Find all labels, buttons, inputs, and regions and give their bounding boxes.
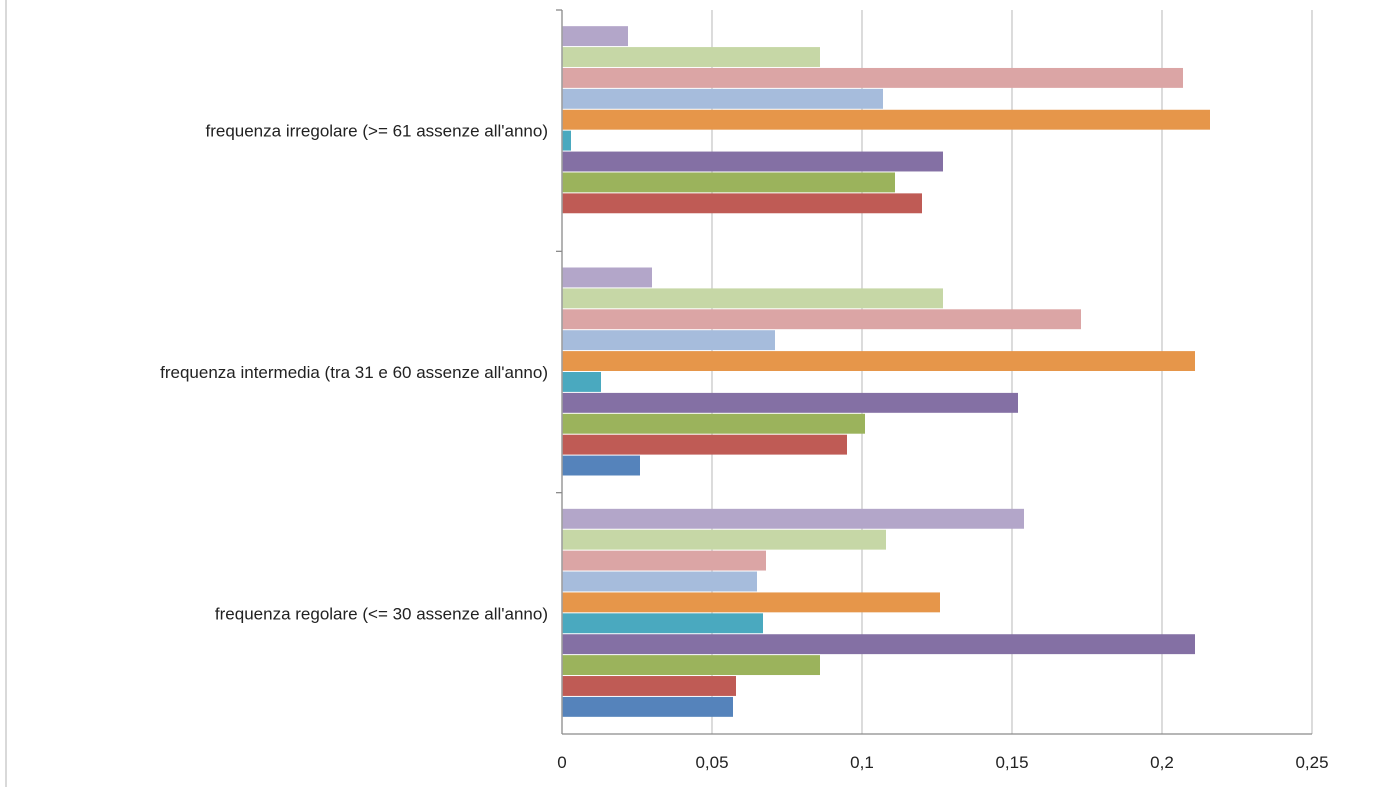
bar [562,67,1183,88]
bars [562,26,1210,717]
bar [562,696,733,717]
bar [562,47,820,67]
category-labels: frequenza irregolare (>= 61 assenze all'… [160,122,548,624]
x-tick-label: 0,25 [1295,753,1328,772]
x-tick-label: 0 [557,753,566,772]
category-label: frequenza irregolare (>= 61 assenze all'… [205,122,548,141]
bar [562,372,601,392]
x-tick-label: 0,05 [695,753,728,772]
bar [562,529,886,550]
x-tick-label: 0,1 [850,753,874,772]
bar [562,193,922,214]
bar [562,109,1210,130]
bar [562,130,571,151]
axes [556,9,1312,735]
gridlines [711,10,1313,734]
bar [562,309,1081,330]
bar [562,592,940,613]
bar [562,392,1018,413]
x-tick-label: 0,2 [1150,753,1174,772]
bar [562,288,943,309]
bar [562,267,652,288]
category-label: frequenza regolare (<= 30 assenze all'an… [215,604,548,623]
bar [562,26,628,47]
bar [562,508,1024,529]
bar [562,550,766,571]
bar [562,613,763,634]
bar [562,151,943,172]
bar [562,655,820,676]
bar [562,330,775,351]
x-tick-labels: 0 0,05 0,1 0,15 0,2 0,25 [557,753,1328,772]
bar [562,634,1195,655]
category-label: frequenza intermedia (tra 31 e 60 assenz… [160,363,548,382]
bar [562,351,1195,371]
x-tick-label: 0,15 [995,753,1028,772]
bar [562,88,883,109]
bar [562,413,865,434]
bar [562,455,640,476]
bar [562,676,736,696]
bar [562,172,895,193]
bar [562,571,757,592]
bar [562,434,847,455]
